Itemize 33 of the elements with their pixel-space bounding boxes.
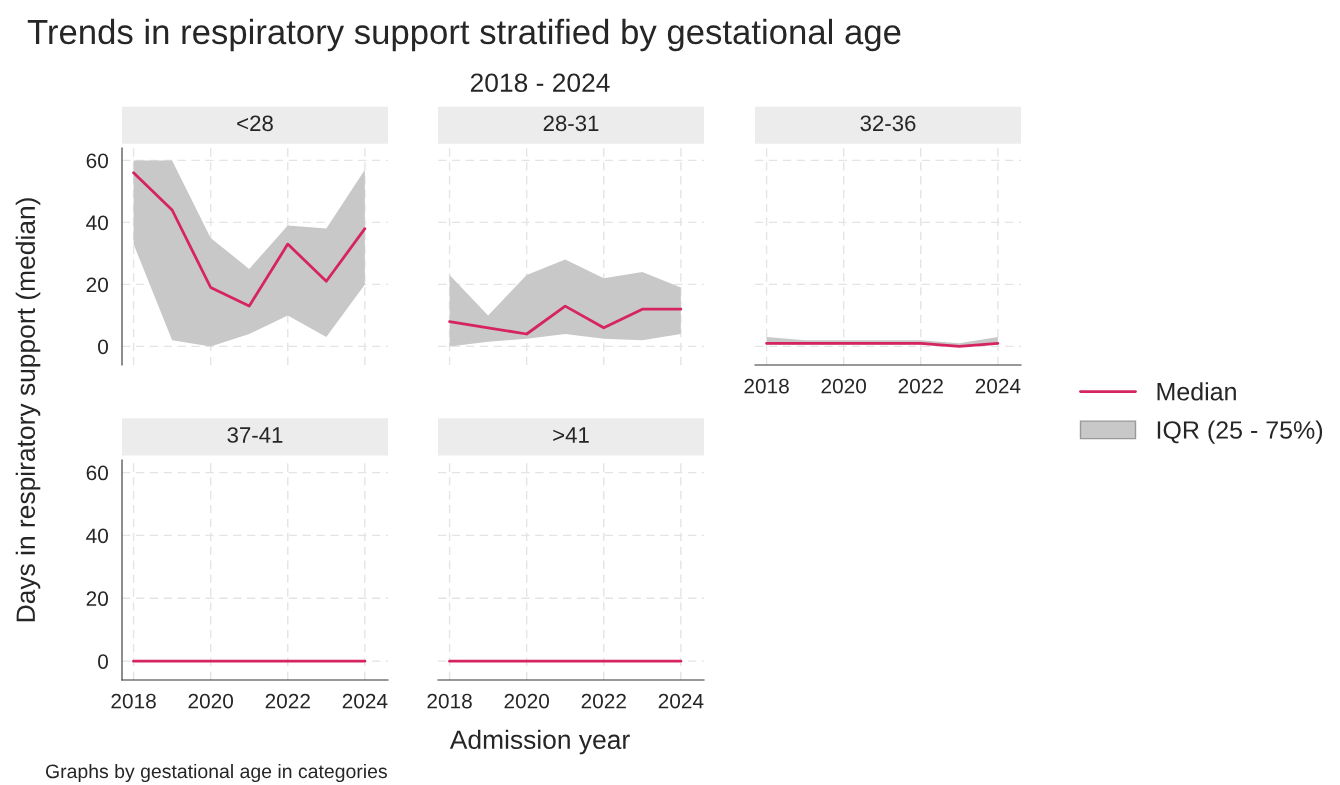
x-tick-label: 2018	[744, 378, 789, 394]
text: Graphs by gestational age in categories	[45, 763, 387, 783]
y-tick-label: 0	[98, 654, 108, 669]
legend-label: Median	[1157, 382, 1236, 401]
chart-title: 37-41	[227, 427, 283, 443]
x-tick-label: 2024	[658, 693, 704, 709]
x-tick-label: 2018	[111, 693, 156, 709]
y-tick-label: 60	[86, 153, 108, 169]
text: Trends in respiratory support stratified by gestational age	[27, 18, 901, 52]
y-tick-label: 20	[86, 277, 108, 293]
x-tick-label: 2024	[342, 693, 388, 709]
x-tick-label: 2020	[188, 693, 234, 709]
y-tick-label: 0	[98, 339, 108, 355]
y-tick-label: 20	[86, 591, 108, 607]
x-axis-title: Admission year	[449, 729, 630, 755]
text: 2018 - 2024	[470, 73, 610, 93]
y-axis-title: Days in respiratory support (median)	[15, 198, 41, 622]
y-tick-label: 60	[86, 465, 108, 481]
text: IQR (25 - 75%)	[1157, 420, 1323, 444]
x-tick-label: 2020	[821, 378, 867, 394]
chart-title: <28	[237, 115, 273, 132]
y-tick-label: 40	[86, 215, 108, 231]
x-tick-label: 2022	[898, 378, 943, 394]
x-tick-label: 2024	[975, 378, 1021, 394]
chart-title: 28-31	[543, 115, 599, 132]
chart-title: >41	[553, 427, 589, 443]
y-tick-label: 40	[86, 528, 108, 544]
x-tick-label: 2022	[581, 693, 626, 709]
line-series	[132, 171, 367, 308]
chart-title: 32-36	[860, 115, 916, 132]
x-tick-label: 2022	[265, 693, 310, 709]
x-tick-label: 2020	[504, 693, 550, 709]
x-tick-label: 2018	[427, 693, 472, 709]
